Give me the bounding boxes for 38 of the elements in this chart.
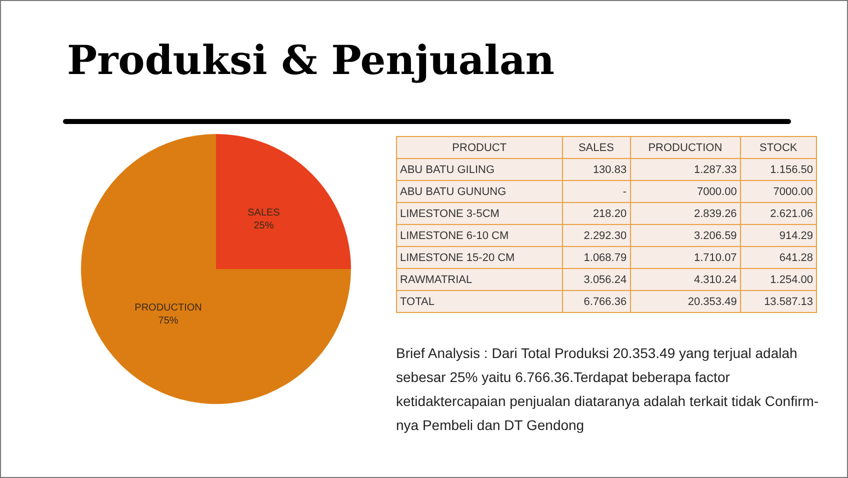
text: 1.710.07 bbox=[630, 246, 740, 268]
text: STOCK bbox=[740, 136, 816, 158]
text: 6.766.36 bbox=[562, 290, 630, 312]
text: ABU BATU GUNUNG bbox=[396, 180, 562, 202]
text: LIMESTONE 3-5CM bbox=[396, 202, 562, 224]
slice-label: SALES bbox=[248, 207, 280, 218]
text: 13.587.13 bbox=[740, 290, 816, 312]
text: Brief Analysis : Dari Total Produksi 20.353.49 yang terjual adalah sebesar 25% yaitu 6.766.36.Terdapat beberapa factor ketidaktercapaian penjualan diataranya adalah terkait tidak Confirm-nya Pembeli dan DT Gendong bbox=[396, 344, 820, 435]
text: 7000.00 bbox=[740, 180, 816, 202]
text: PRODUCT bbox=[396, 136, 562, 158]
text: 4.310.24 bbox=[630, 268, 740, 290]
text: 1.156.50 bbox=[740, 158, 816, 180]
text: 3.206.59 bbox=[630, 224, 740, 246]
text: 2.621.06 bbox=[740, 202, 816, 224]
text: 1.068.79 bbox=[562, 246, 630, 268]
text: LIMESTONE 15-20 CM bbox=[396, 246, 562, 268]
text: 20.353.49 bbox=[630, 290, 740, 312]
data-label: 25% bbox=[254, 220, 274, 232]
text: 7000.00 bbox=[630, 180, 740, 202]
text: LIMESTONE 6-10 CM bbox=[396, 224, 562, 246]
text: 2.839.26 bbox=[630, 202, 740, 224]
text: ABU BATU GILING bbox=[396, 158, 562, 180]
slice-label: PRODUCTION bbox=[134, 302, 202, 314]
text: RAWMATRIAL bbox=[396, 268, 562, 290]
text: 218.20 bbox=[562, 202, 630, 224]
text: 641.28 bbox=[740, 246, 816, 268]
text: 2.292.30 bbox=[562, 224, 630, 246]
text: 130.83 bbox=[562, 158, 630, 180]
text: SALES bbox=[562, 136, 630, 158]
text: PRODUCTION bbox=[630, 136, 740, 158]
text: 1.254.00 bbox=[740, 268, 816, 290]
text: - bbox=[562, 180, 630, 202]
text: 1.287.33 bbox=[630, 158, 740, 180]
chart-title: Produksi & Penjualan bbox=[67, 37, 554, 84]
text: TOTAL bbox=[396, 290, 562, 312]
text: 3.056.24 bbox=[562, 268, 630, 290]
data-label: 75% bbox=[158, 316, 178, 327]
text: 914.29 bbox=[740, 224, 816, 246]
